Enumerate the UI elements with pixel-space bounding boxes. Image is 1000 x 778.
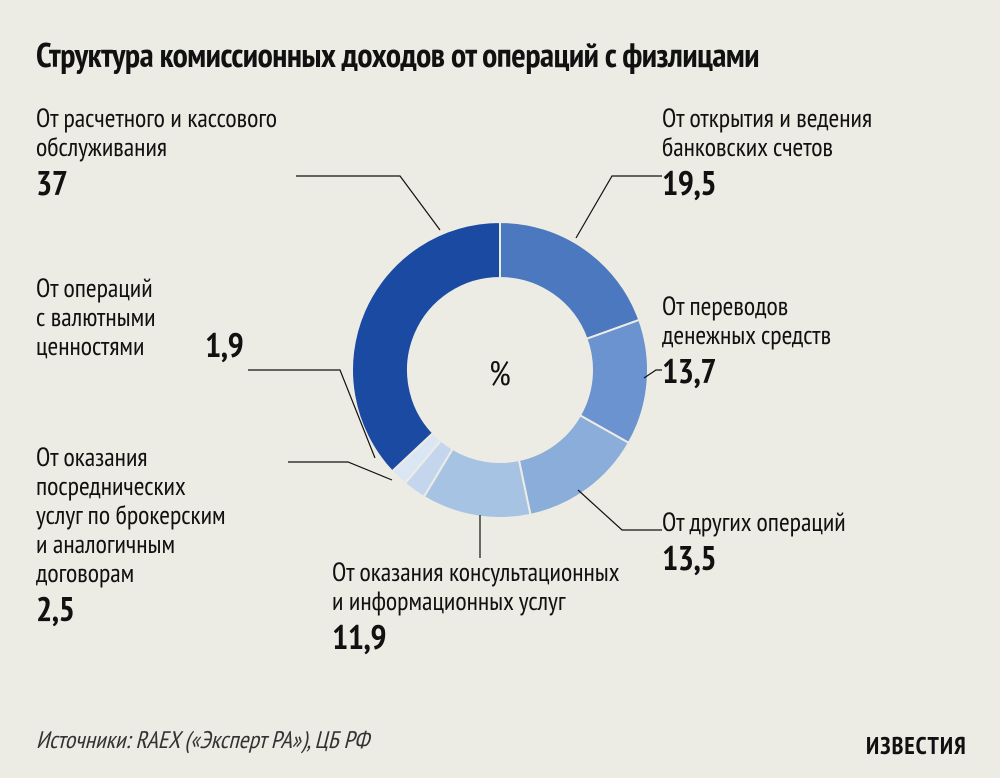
callout-value: 1,9 <box>205 326 243 364</box>
source-text: Источники: RAEX («Эксперт РА»), ЦБ РФ <box>36 724 369 755</box>
callout-cash: От расчетного и кассовогообслуживания37 <box>36 104 366 202</box>
callout-text-line: договорам <box>36 559 336 588</box>
donut-slice-accounts <box>500 222 639 339</box>
callout-text-line: банковских счетов <box>662 133 982 162</box>
callout-text-line: услуг по брокерским <box>36 501 336 530</box>
callout-text-line: От переводов <box>662 292 982 321</box>
callout-text-line: с валютными <box>36 303 336 332</box>
callout-consult: От оказания консультационныхи информацио… <box>332 558 712 656</box>
callout-value: 11,9 <box>332 618 712 656</box>
donut-slice-cash <box>352 222 500 471</box>
callout-text-line: посреднических <box>36 472 336 501</box>
leader-line <box>576 176 662 238</box>
callout-accounts: От открытия и ведениябанковских счетов19… <box>662 104 982 202</box>
callout-text-line: От операций <box>36 274 336 303</box>
callout-text-line: ценностями1,9 <box>36 332 336 361</box>
leader-line <box>578 490 662 530</box>
callout-text-line: денежных средств <box>662 321 982 350</box>
chart-title: Структура комиссионных доходов от операц… <box>36 38 759 74</box>
callout-text-line: и аналогичным <box>36 530 336 559</box>
callout-broker: От оказанияпосредническихуслуг по брокер… <box>36 443 336 628</box>
callout-text-line: От оказания консультационных <box>332 558 712 587</box>
callout-text-line: и информационных услуг <box>332 587 712 616</box>
callout-value: 19,5 <box>662 164 982 202</box>
publisher-logo: ИЗВЕСТИЯ <box>866 730 967 761</box>
callout-currency: От операцийс валютнымиценностями1,9 <box>36 274 336 361</box>
callout-value: 13,7 <box>662 352 982 390</box>
callout-transfers: От переводовденежных средств13,7 <box>662 292 982 390</box>
callout-text-line: От оказания <box>36 443 336 472</box>
callout-text-line: От других операций <box>662 508 982 537</box>
callout-text-line: обслуживания <box>36 133 366 162</box>
callout-value: 37 <box>36 164 366 202</box>
donut-center-label: % <box>470 351 530 395</box>
callout-text-line: От открытия и ведения <box>662 104 982 133</box>
callout-value: 2,5 <box>36 590 336 628</box>
callout-text-line: От расчетного и кассового <box>36 104 366 133</box>
